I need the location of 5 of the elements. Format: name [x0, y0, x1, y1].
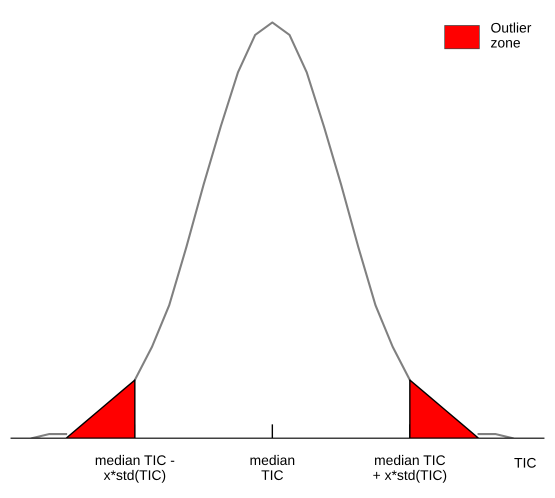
x-tick-label: median TIC - x*std(TIC) [96, 454, 174, 483]
x-tick-label: median TIC + x*std(TIC) [373, 454, 446, 483]
legend-label: Outlier zone [491, 22, 532, 48]
x-tick-label: median TIC [250, 454, 294, 480]
x-axis-title: TIC [514, 458, 536, 468]
